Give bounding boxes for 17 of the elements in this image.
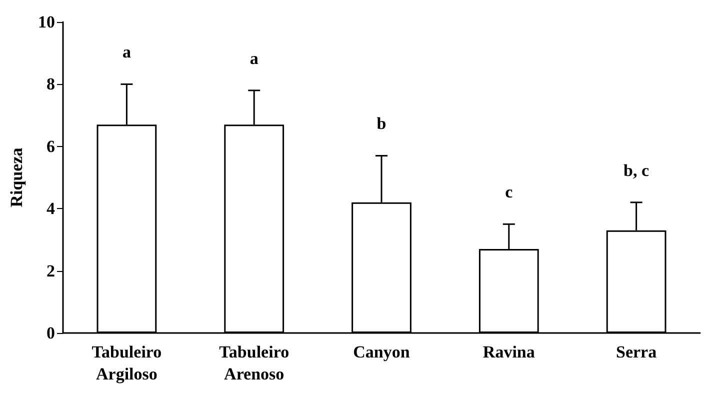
x-tick-label: Tabuleiro Argiloso	[92, 342, 162, 384]
annotation: b	[376, 114, 386, 134]
x-tick-label: Ravina	[482, 342, 536, 362]
y-tick-label: 6	[46, 136, 55, 156]
y-tick-label: 10	[38, 12, 55, 32]
y-tick-label: 8	[46, 74, 55, 94]
annotation: b, c	[624, 160, 650, 180]
y-tick-label: 4	[46, 199, 56, 218]
y-axis-title: Riqueza	[7, 147, 26, 208]
x-tick-label: Tabuleiro Arenoso	[219, 342, 290, 384]
x-tick-label: Serra	[616, 342, 658, 362]
x-tick-label: Canyon	[353, 342, 410, 362]
annotation: c	[505, 182, 514, 202]
y-tick-label: 0	[46, 324, 55, 342]
y-tick-label: 2	[46, 261, 55, 280]
annotation: a	[250, 48, 259, 68]
annotation: a	[122, 42, 132, 62]
